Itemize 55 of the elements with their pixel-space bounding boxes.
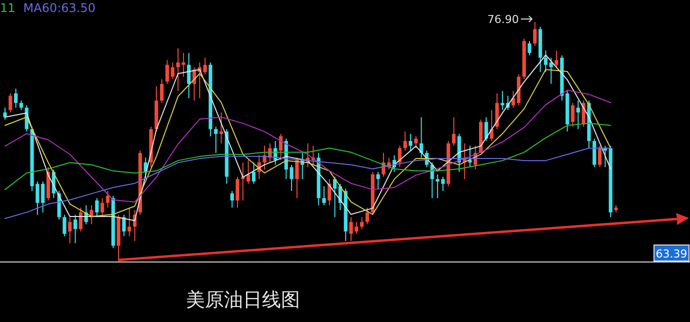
candlestick	[598, 145, 602, 168]
candlestick	[19, 100, 24, 111]
text: 美原油日线图	[186, 289, 300, 311]
candlestick	[78, 207, 82, 232]
candlestick	[365, 207, 370, 225]
candlestick	[544, 50, 548, 72]
candlestick	[14, 88, 18, 108]
candlestick	[452, 116, 456, 146]
candlestick	[360, 216, 364, 230]
candlestick	[576, 100, 580, 130]
annotation: 76.90	[487, 13, 519, 26]
candlestick	[170, 62, 174, 80]
candlestick	[41, 180, 45, 213]
candlestick	[3, 107, 7, 120]
candlestick	[100, 198, 104, 216]
candlestick	[592, 138, 596, 168]
candlestick	[128, 207, 132, 237]
candlestick	[570, 102, 575, 128]
candlestick	[403, 130, 407, 152]
text: 63.39	[656, 248, 688, 260]
candlestick	[106, 190, 110, 208]
candlestick	[278, 133, 283, 161]
candlestick	[214, 126, 218, 154]
candlestick	[236, 176, 240, 208]
text: MA60:63.50	[23, 1, 96, 15]
candlestick	[122, 214, 126, 237]
candlestick	[511, 90, 516, 108]
candlestick	[290, 164, 294, 192]
candlestick	[333, 176, 337, 218]
candlestick	[62, 214, 66, 237]
candlestick	[252, 162, 256, 184]
candlestick	[414, 136, 418, 149]
candlestick	[528, 40, 532, 56]
text: 11	[0, 1, 16, 15]
candlestick	[160, 78, 164, 104]
candlestick	[246, 160, 250, 184]
candlestick	[495, 92, 499, 130]
candlestick	[554, 50, 558, 68]
candlestick	[203, 57, 207, 75]
candlestick	[68, 216, 72, 244]
candlestick	[8, 92, 12, 113]
candlestick	[73, 214, 78, 244]
candlestick	[322, 186, 326, 206]
candlestick	[165, 60, 170, 84]
candlestick	[230, 190, 234, 208]
candlestick	[295, 157, 299, 199]
candlestick	[484, 116, 488, 142]
candlestick	[468, 145, 472, 168]
candlestick	[408, 133, 412, 152]
candlestick	[95, 198, 99, 218]
candlestick	[187, 52, 191, 99]
candlestick	[398, 145, 402, 168]
candlestick	[533, 22, 537, 46]
candlestick	[376, 171, 380, 190]
candlestick	[219, 112, 224, 144]
